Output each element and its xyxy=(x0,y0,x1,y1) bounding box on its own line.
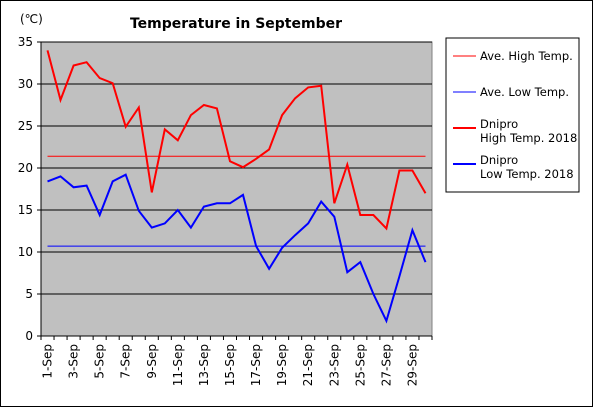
y-tick-label: 25 xyxy=(18,119,33,133)
legend-box xyxy=(445,37,580,193)
chart-title: Temperature in September xyxy=(130,16,342,32)
unit-label: (℃) xyxy=(20,12,43,26)
x-tick-label: 7-Sep xyxy=(119,344,133,379)
x-tick-label: 29-Sep xyxy=(405,344,419,386)
x-tick-label: 19-Sep xyxy=(275,344,289,386)
x-tick-label: 9-Sep xyxy=(145,344,159,379)
legend-label-2-line-1: High Temp. 2018 xyxy=(480,131,577,145)
x-tick-label: 1-Sep xyxy=(41,344,55,379)
series-line-3 xyxy=(47,173,427,324)
x-tick-label: 3-Sep xyxy=(67,344,81,379)
legend: Ave. High Temp.Ave. Low Temp.DniproHigh … xyxy=(445,37,580,193)
x-axis-ticks: 1-Sep 3-Sep 5-Sep 7-Sep 9-Sep 11-Sep 13-Sep 15-… xyxy=(40,336,433,386)
x-tick-label: 13-Sep xyxy=(197,344,211,386)
series-layer xyxy=(46,50,427,324)
y-tick-label: 10 xyxy=(18,245,33,259)
y-tick-label: 0 xyxy=(25,329,33,343)
series-line-2 xyxy=(46,50,427,231)
plot-area xyxy=(40,41,433,337)
x-tick-label: 17-Sep xyxy=(249,344,263,386)
y-tick-label: 30 xyxy=(18,77,33,91)
x-tick-label: 27-Sep xyxy=(379,344,393,386)
y-axis-ticks: 0 5 10 15 20 25 30 35 xyxy=(18,35,41,343)
legend-label-0: Ave. High Temp. xyxy=(480,49,573,63)
x-tick-label: 15-Sep xyxy=(223,344,237,386)
x-tick-label: 25-Sep xyxy=(353,344,367,386)
x-tick-label: 21-Sep xyxy=(301,344,315,386)
x-tick-label: 5-Sep xyxy=(93,344,107,379)
legend-label-3-line-0: Dnipro xyxy=(480,153,518,167)
y-tick-label: 20 xyxy=(18,161,33,175)
y-tick-label: 35 xyxy=(18,35,33,49)
y-tick-label: 5 xyxy=(25,287,33,301)
y-tick-label: 15 xyxy=(18,203,33,217)
legend-label-2-line-0: Dnipro xyxy=(480,117,518,131)
x-tick-label: 23-Sep xyxy=(327,344,341,386)
legend-label-3-line-1: Low Temp. 2018 xyxy=(480,167,574,181)
x-tick-label: 11-Sep xyxy=(171,344,185,386)
legend-label-1: Ave. Low Temp. xyxy=(480,85,569,99)
